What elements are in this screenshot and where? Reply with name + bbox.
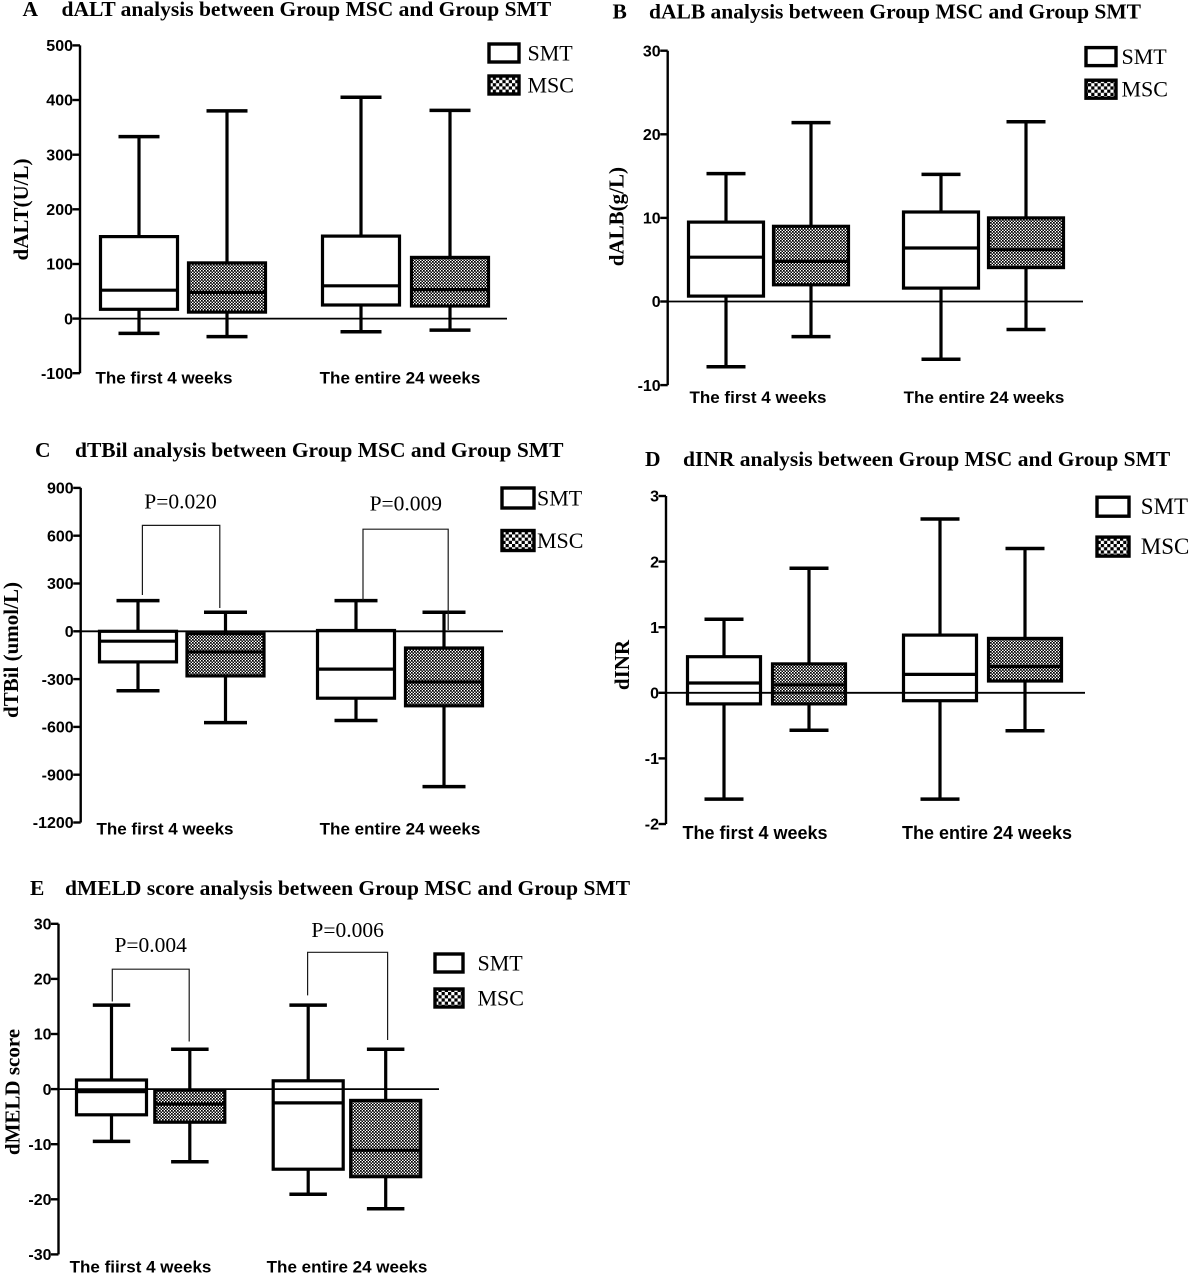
svg-text:SMT: SMT xyxy=(478,950,524,975)
svg-text:The entire 24 weeks: The entire 24 weeks xyxy=(904,388,1065,407)
svg-text:-30: -30 xyxy=(28,1247,51,1264)
svg-text:20: 20 xyxy=(643,127,661,144)
svg-text:dTBil analysis between Group M: dTBil analysis between Group MSC and Gro… xyxy=(75,438,564,462)
svg-text:dTBil (umol/L): dTBil (umol/L) xyxy=(0,582,23,718)
svg-text:The entire 24 weeks: The entire 24 weeks xyxy=(320,820,481,839)
svg-text:P=0.006: P=0.006 xyxy=(311,918,384,942)
svg-text:100: 100 xyxy=(46,257,73,274)
svg-text:The entire 24 weeks: The entire 24 weeks xyxy=(902,823,1072,843)
svg-text:MSC: MSC xyxy=(1122,77,1168,102)
svg-text:-10: -10 xyxy=(638,378,661,395)
svg-text:-900: -900 xyxy=(42,767,74,784)
svg-text:-20: -20 xyxy=(28,1192,51,1209)
svg-text:900: 900 xyxy=(47,481,74,498)
svg-text:-1: -1 xyxy=(645,751,659,768)
svg-text:10: 10 xyxy=(34,1027,52,1044)
svg-text:0: 0 xyxy=(650,686,659,703)
svg-text:MSC: MSC xyxy=(528,72,574,97)
svg-text:The fiirst 4 weeks: The fiirst 4 weeks xyxy=(70,1257,212,1276)
svg-text:A: A xyxy=(23,0,39,21)
svg-text:E: E xyxy=(30,876,44,900)
svg-text:dINR: dINR xyxy=(610,639,634,690)
svg-text:1: 1 xyxy=(650,620,659,637)
svg-text:-300: -300 xyxy=(42,672,74,689)
svg-text:The first 4 weeks: The first 4 weeks xyxy=(689,388,826,407)
svg-text:dALB(g/L): dALB(g/L) xyxy=(605,167,629,266)
svg-text:The first 4 weeks: The first 4 weeks xyxy=(96,820,233,839)
svg-text:0: 0 xyxy=(65,624,74,641)
svg-text:300: 300 xyxy=(46,147,73,164)
svg-text:SMT: SMT xyxy=(528,40,574,65)
svg-text:3: 3 xyxy=(650,489,659,506)
svg-text:MSC: MSC xyxy=(478,985,524,1010)
svg-text:SMT: SMT xyxy=(1122,44,1168,69)
svg-text:MSC: MSC xyxy=(1141,534,1190,559)
svg-text:MSC: MSC xyxy=(537,528,583,553)
svg-text:P=0.009: P=0.009 xyxy=(370,492,442,516)
svg-text:SMT: SMT xyxy=(1141,494,1188,519)
svg-text:-2: -2 xyxy=(645,817,659,834)
svg-text:SMT: SMT xyxy=(537,485,583,510)
svg-text:0: 0 xyxy=(652,294,661,311)
svg-text:-600: -600 xyxy=(42,720,74,737)
svg-text:The first 4 weeks: The first 4 weeks xyxy=(682,823,827,843)
svg-text:-10: -10 xyxy=(28,1137,51,1154)
svg-text:400: 400 xyxy=(46,93,73,110)
svg-text:-100: -100 xyxy=(41,366,73,383)
svg-text:The entire 24 weeks: The entire 24 weeks xyxy=(267,1257,428,1276)
svg-text:2: 2 xyxy=(650,554,659,571)
svg-text:30: 30 xyxy=(34,917,52,934)
svg-text:dINR analysis between Group MS: dINR analysis between Group MSC and Grou… xyxy=(683,447,1171,471)
svg-text:The first 4 weeks: The first 4 weeks xyxy=(95,369,232,388)
svg-text:dMELD score analysis between G: dMELD score analysis between Group MSC a… xyxy=(65,876,631,900)
svg-text:P=0.004: P=0.004 xyxy=(114,933,187,957)
svg-text:P=0.020: P=0.020 xyxy=(144,490,216,514)
svg-text:dALT(U/L): dALT(U/L) xyxy=(9,159,33,261)
svg-text:10: 10 xyxy=(643,211,661,228)
svg-text:C: C xyxy=(35,438,51,462)
svg-text:300: 300 xyxy=(47,576,74,593)
svg-text:dALT analysis between Group MS: dALT analysis between Group MSC and Grou… xyxy=(62,0,552,21)
svg-text:dALB analysis between Group MS: dALB analysis between Group MSC and Grou… xyxy=(649,0,1142,23)
svg-text:200: 200 xyxy=(46,202,73,219)
svg-text:D: D xyxy=(645,447,661,471)
svg-text:500: 500 xyxy=(46,38,73,55)
svg-text:0: 0 xyxy=(64,311,73,328)
svg-text:The entire 24 weeks: The entire 24 weeks xyxy=(320,369,481,388)
svg-text:30: 30 xyxy=(643,43,661,60)
svg-text:-1200: -1200 xyxy=(33,815,74,832)
svg-text:20: 20 xyxy=(34,972,52,989)
svg-text:B: B xyxy=(613,0,627,23)
svg-text:600: 600 xyxy=(47,528,74,545)
svg-text:0: 0 xyxy=(43,1082,52,1099)
svg-text:dMELD score: dMELD score xyxy=(1,1029,25,1155)
